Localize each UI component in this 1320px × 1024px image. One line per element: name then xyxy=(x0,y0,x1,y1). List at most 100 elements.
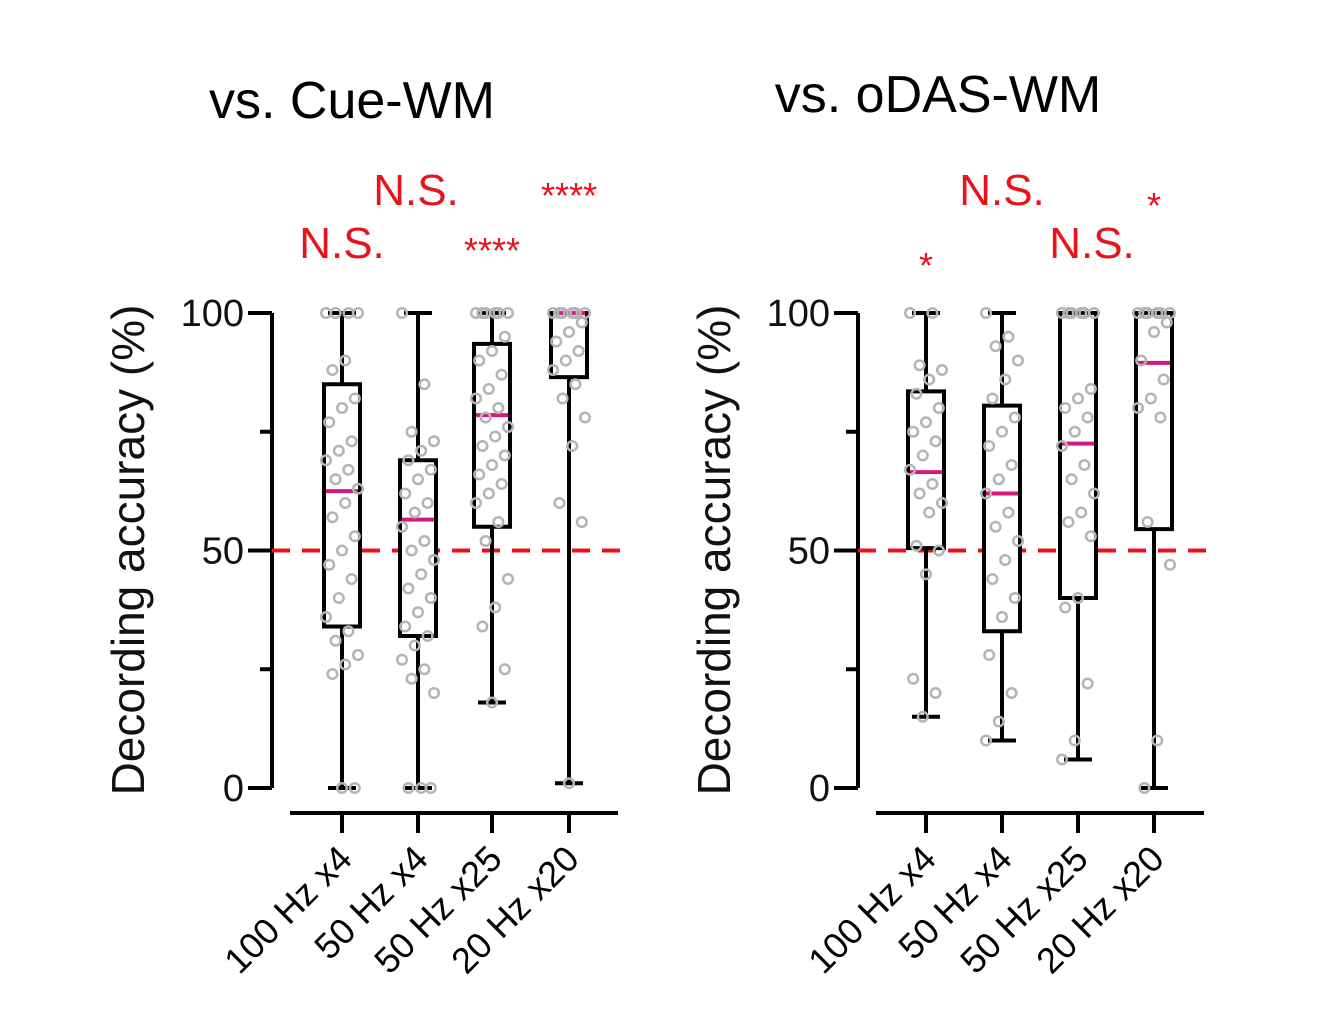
data-point xyxy=(562,777,576,790)
data-point xyxy=(989,340,1002,353)
data-point xyxy=(1065,473,1078,486)
data-point xyxy=(402,454,415,467)
data-point xyxy=(421,629,434,643)
significance-label: **** xyxy=(464,230,520,271)
significance-label: N.S. xyxy=(959,166,1045,215)
data-point xyxy=(399,620,412,633)
data-point xyxy=(923,506,936,519)
data-point xyxy=(1062,515,1075,529)
data-point xyxy=(935,363,949,377)
data-point xyxy=(903,463,917,476)
y-tick-label: 0 xyxy=(223,768,244,810)
data-point xyxy=(926,306,939,320)
data-point xyxy=(326,511,339,524)
data-point xyxy=(1068,425,1081,438)
data-point xyxy=(910,539,923,552)
data-point xyxy=(1059,601,1072,614)
data-point xyxy=(932,401,945,415)
data-point xyxy=(1075,506,1088,519)
data-point xyxy=(553,496,566,510)
data-point xyxy=(323,558,336,571)
data-point xyxy=(473,468,486,481)
significance-label: N.S. xyxy=(373,166,459,215)
data-point xyxy=(418,534,431,548)
data-point xyxy=(986,572,999,586)
data-point xyxy=(919,568,933,581)
data-point xyxy=(550,335,563,348)
data-point xyxy=(424,781,437,795)
data-point xyxy=(553,306,566,320)
data-point xyxy=(339,658,352,671)
data-point xyxy=(415,444,428,457)
data-point xyxy=(335,401,349,415)
data-point xyxy=(1005,458,1018,472)
data-point xyxy=(913,359,926,372)
iqr-box xyxy=(398,458,438,638)
data-point xyxy=(319,610,333,624)
data-point xyxy=(1002,330,1015,343)
chart-title: vs. oDAS-WM xyxy=(775,66,1101,124)
data-point xyxy=(323,416,336,429)
data-point xyxy=(979,487,993,500)
data-point xyxy=(1157,373,1170,386)
data-point xyxy=(569,378,582,391)
y-axis-label: Decording accuracy (%) xyxy=(688,305,740,796)
data-point xyxy=(405,425,418,438)
data-point xyxy=(907,425,920,438)
data-point xyxy=(1011,534,1025,548)
data-point xyxy=(575,316,588,329)
data-point xyxy=(427,435,441,448)
data-point xyxy=(932,544,945,557)
box-group xyxy=(469,306,515,709)
data-point xyxy=(489,306,502,320)
data-point xyxy=(411,473,425,486)
data-point xyxy=(329,473,342,486)
data-point xyxy=(469,496,483,510)
data-point xyxy=(329,634,342,647)
data-point xyxy=(339,354,352,367)
data-point xyxy=(399,487,412,500)
data-point xyxy=(1059,401,1072,415)
data-point xyxy=(989,520,1002,533)
data-point xyxy=(1135,354,1148,367)
data-point xyxy=(1141,515,1154,529)
data-point xyxy=(342,463,355,476)
data-point xyxy=(345,435,358,448)
data-point xyxy=(335,781,349,795)
data-point xyxy=(1081,411,1094,424)
data-point xyxy=(562,325,576,339)
data-point xyxy=(469,392,483,405)
data-point xyxy=(348,781,361,795)
data-point xyxy=(1087,306,1101,320)
data-point xyxy=(1087,487,1101,500)
data-point xyxy=(929,435,942,448)
chart-title: vs. Cue-WM xyxy=(209,72,495,130)
data-point xyxy=(405,672,418,685)
data-point xyxy=(935,496,949,510)
data-point xyxy=(498,330,511,343)
data-point xyxy=(485,696,499,709)
iqr-box xyxy=(1134,311,1174,532)
iqr-box xyxy=(1058,311,1098,600)
data-point xyxy=(351,306,365,320)
data-point xyxy=(1151,306,1164,320)
y-tick-label: 0 xyxy=(809,768,830,810)
iqr-box xyxy=(906,389,946,551)
data-point xyxy=(332,591,345,605)
data-point xyxy=(395,306,409,320)
data-point xyxy=(910,387,923,400)
data-point xyxy=(1138,781,1151,795)
significance-label: * xyxy=(919,245,933,286)
data-point xyxy=(1055,753,1069,766)
data-point xyxy=(405,544,418,557)
data-point xyxy=(572,344,585,358)
y-tick-label: 50 xyxy=(202,531,244,573)
data-point xyxy=(1008,411,1021,424)
data-point xyxy=(986,392,999,405)
data-point xyxy=(566,306,579,320)
data-point xyxy=(345,572,358,586)
data-point xyxy=(351,482,365,495)
data-point xyxy=(348,530,361,543)
data-point xyxy=(501,420,515,434)
data-point xyxy=(408,506,421,519)
